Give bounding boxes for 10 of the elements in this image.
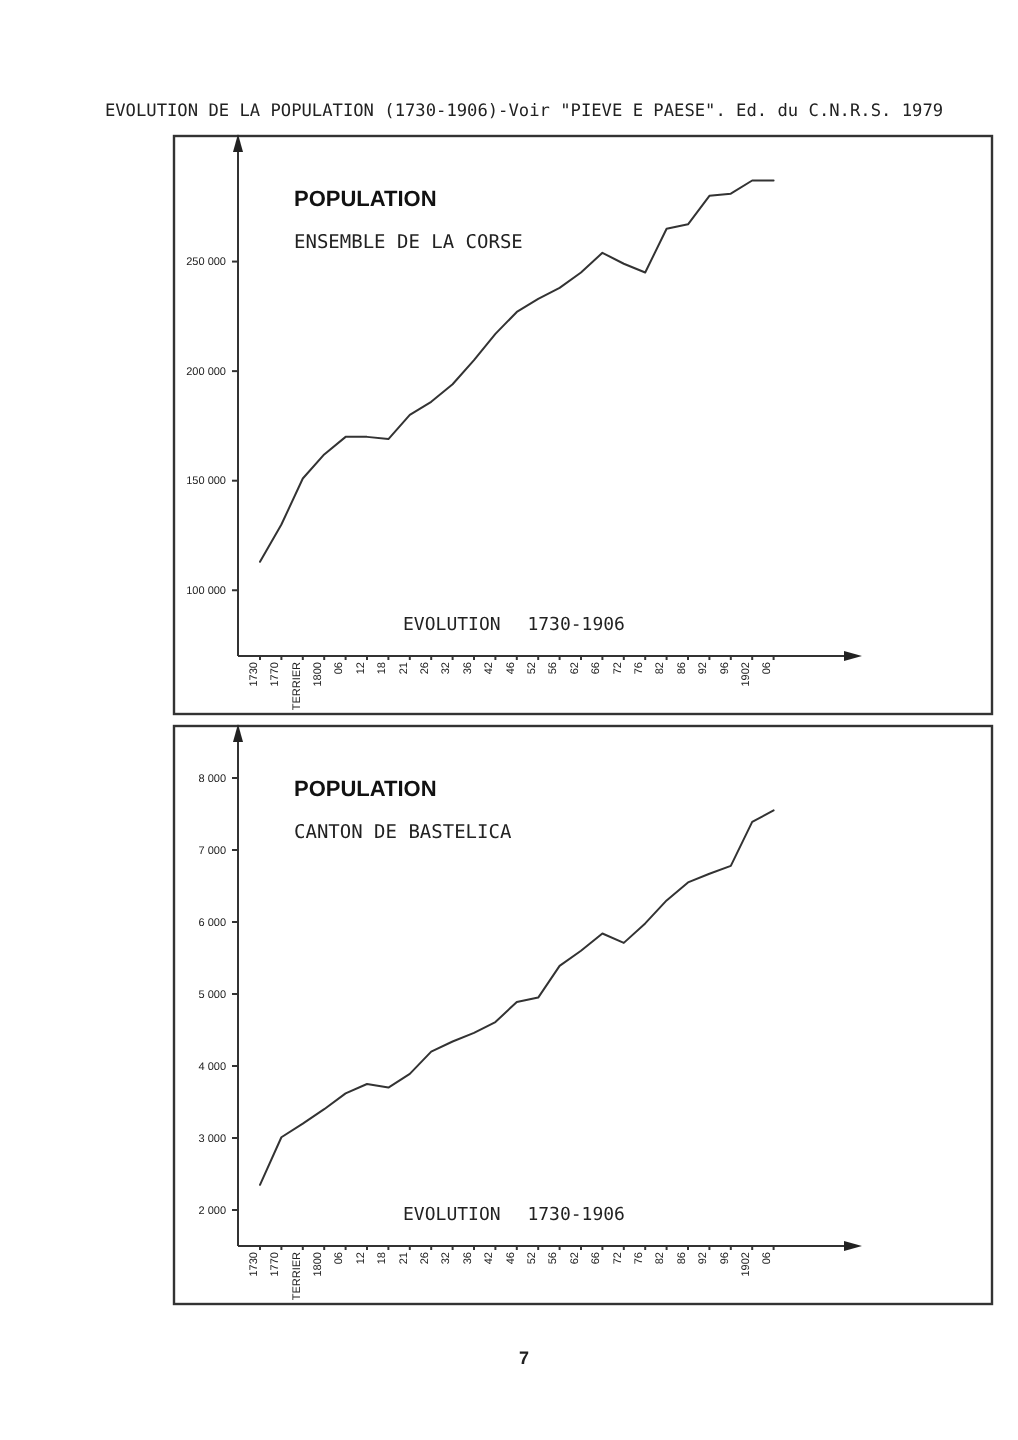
line-series — [259, 179, 775, 563]
line-series — [259, 809, 775, 1186]
annotation: EVOLUTION 1730-1906 — [403, 616, 625, 636]
text: CANTON DE BASTELICA — [294, 822, 512, 844]
text: POPULATION — [294, 778, 437, 802]
text: ENSEMBLE DE LA CORSE — [294, 232, 524, 254]
annotation: EVOLUTION 1730-1906 — [403, 1206, 625, 1226]
text: POPULATION — [294, 188, 437, 212]
text: 7 — [518, 1348, 530, 1368]
text: EVOLUTION DE LA POPULATION (1730-1906)-Voir "PIEVE E PAESE". Ed. du C.N.R.S. 1979 — [104, 102, 944, 122]
